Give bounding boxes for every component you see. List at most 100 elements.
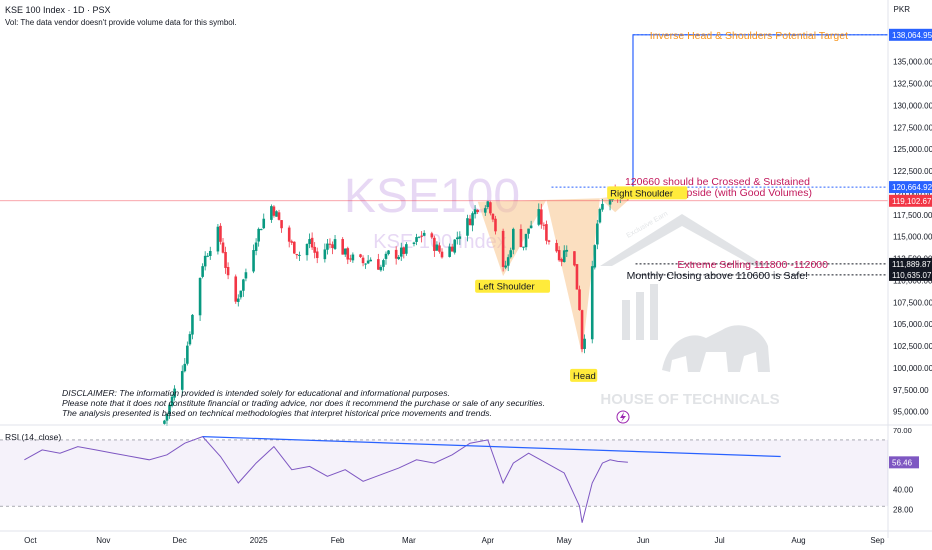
last-price-tag-bg: [889, 194, 932, 207]
candle-body: [455, 237, 459, 240]
pattern-label: Right Shoulder: [610, 188, 673, 199]
y-tick-label: 100,000.00: [893, 364, 932, 373]
candle-body: [529, 225, 533, 229]
candle-body: [387, 250, 390, 255]
candle-body: [542, 224, 546, 226]
y-tick-label: 117,500.00: [893, 211, 932, 220]
candle-body: [364, 263, 367, 265]
candle-body: [259, 229, 263, 231]
candle-body: [349, 258, 352, 260]
candle-body: [201, 266, 204, 277]
candle-body: [270, 206, 273, 220]
candle-body: [399, 247, 403, 257]
candle-body: [575, 264, 579, 290]
candle-body: [369, 259, 372, 262]
candle-body: [438, 245, 441, 252]
neckline-price-tag-bg: [889, 181, 932, 194]
target-price-tag: 138,064.95: [892, 31, 932, 40]
candle-body: [524, 233, 528, 248]
rsi-trendline: [202, 436, 781, 458]
candle-body: [168, 404, 171, 415]
candle-body: [491, 213, 495, 220]
candle-body: [527, 228, 530, 234]
candle-body: [295, 254, 299, 256]
candle-body: [341, 239, 344, 255]
candle-body: [590, 266, 594, 340]
candle-body: [578, 289, 581, 311]
candle-body: [466, 218, 469, 236]
candle-body: [430, 233, 434, 238]
last-price-tag: 119,102.67: [892, 197, 932, 206]
candle-body: [596, 223, 599, 245]
candle-body: [565, 249, 569, 252]
candle-body: [545, 224, 548, 241]
x-tick-label: Dec: [173, 536, 187, 545]
candle-body: [236, 298, 240, 302]
y-tick-label: 110,000.00: [893, 276, 932, 285]
candle-body: [216, 226, 220, 252]
candle-body: [598, 209, 602, 223]
volume-note: Vol: The data vendor doesn't provide vol…: [5, 18, 237, 27]
x-tick-label: Jun: [637, 536, 650, 545]
candle-body: [394, 249, 398, 259]
candle-body: [239, 290, 243, 298]
candle-body: [489, 202, 492, 214]
candle-body: [198, 277, 202, 316]
candle-body: [165, 413, 169, 421]
x-tick-label: Sep: [870, 536, 885, 545]
x-tick-label: Apr: [482, 536, 495, 545]
candle-body: [397, 256, 401, 260]
candle-body: [188, 334, 192, 345]
x-tick-label: Feb: [331, 536, 345, 545]
y-tick-label: 102,500.00: [893, 342, 932, 351]
candle-body: [420, 235, 423, 237]
currency-label: PKR: [893, 5, 910, 14]
candle-body: [450, 246, 454, 252]
candle-body: [305, 244, 309, 256]
candle-body: [448, 246, 451, 257]
extreme-selling-price-tag: 111,889.87: [892, 260, 931, 269]
candle-body: [580, 310, 584, 350]
candle-body: [272, 206, 276, 216]
rsi-value-tag-bg: [889, 456, 919, 469]
x-tick-label: Oct: [24, 536, 37, 545]
candle-body: [208, 250, 212, 256]
candle-body: [458, 236, 462, 239]
candle-body: [453, 239, 457, 253]
monthly-closing-price-tag-bg: [889, 268, 932, 281]
extreme-selling-annotation: Extreme Selling 111800 -112000: [677, 259, 828, 271]
candle-body: [275, 211, 278, 217]
pattern-label-bg: [475, 279, 551, 293]
monthly-closing-price-tag: 110,635.07: [892, 271, 932, 280]
candle-body: [486, 201, 490, 208]
candle-body: [377, 259, 380, 270]
candle-body: [501, 230, 505, 267]
pattern-label-bg: [570, 368, 598, 382]
candle-body: [313, 246, 316, 253]
candle-body: [494, 218, 497, 232]
lightning-icon[interactable]: [616, 410, 630, 424]
head-shape: [546, 198, 600, 355]
candle-body: [417, 236, 421, 238]
candle-body: [173, 388, 176, 398]
y-tick-label: 127,500.00: [893, 123, 932, 132]
candle-body: [280, 220, 283, 229]
candle-body: [186, 345, 189, 364]
candle-body: [277, 212, 281, 220]
pattern-label: Head: [573, 371, 596, 382]
candle-body: [433, 237, 436, 251]
candle-body: [226, 267, 230, 276]
rsi-line: [24, 436, 628, 523]
candle-body: [471, 213, 474, 226]
candle-body: [298, 254, 301, 256]
candle-body: [415, 237, 418, 242]
candle-body: [315, 251, 319, 259]
candle-body: [328, 243, 332, 245]
candle-body: [331, 244, 334, 249]
candle-body: [504, 265, 507, 268]
candle-body: [203, 255, 207, 267]
candle-body: [221, 242, 225, 253]
candle-body: [224, 252, 227, 268]
candle-body: [252, 250, 255, 272]
